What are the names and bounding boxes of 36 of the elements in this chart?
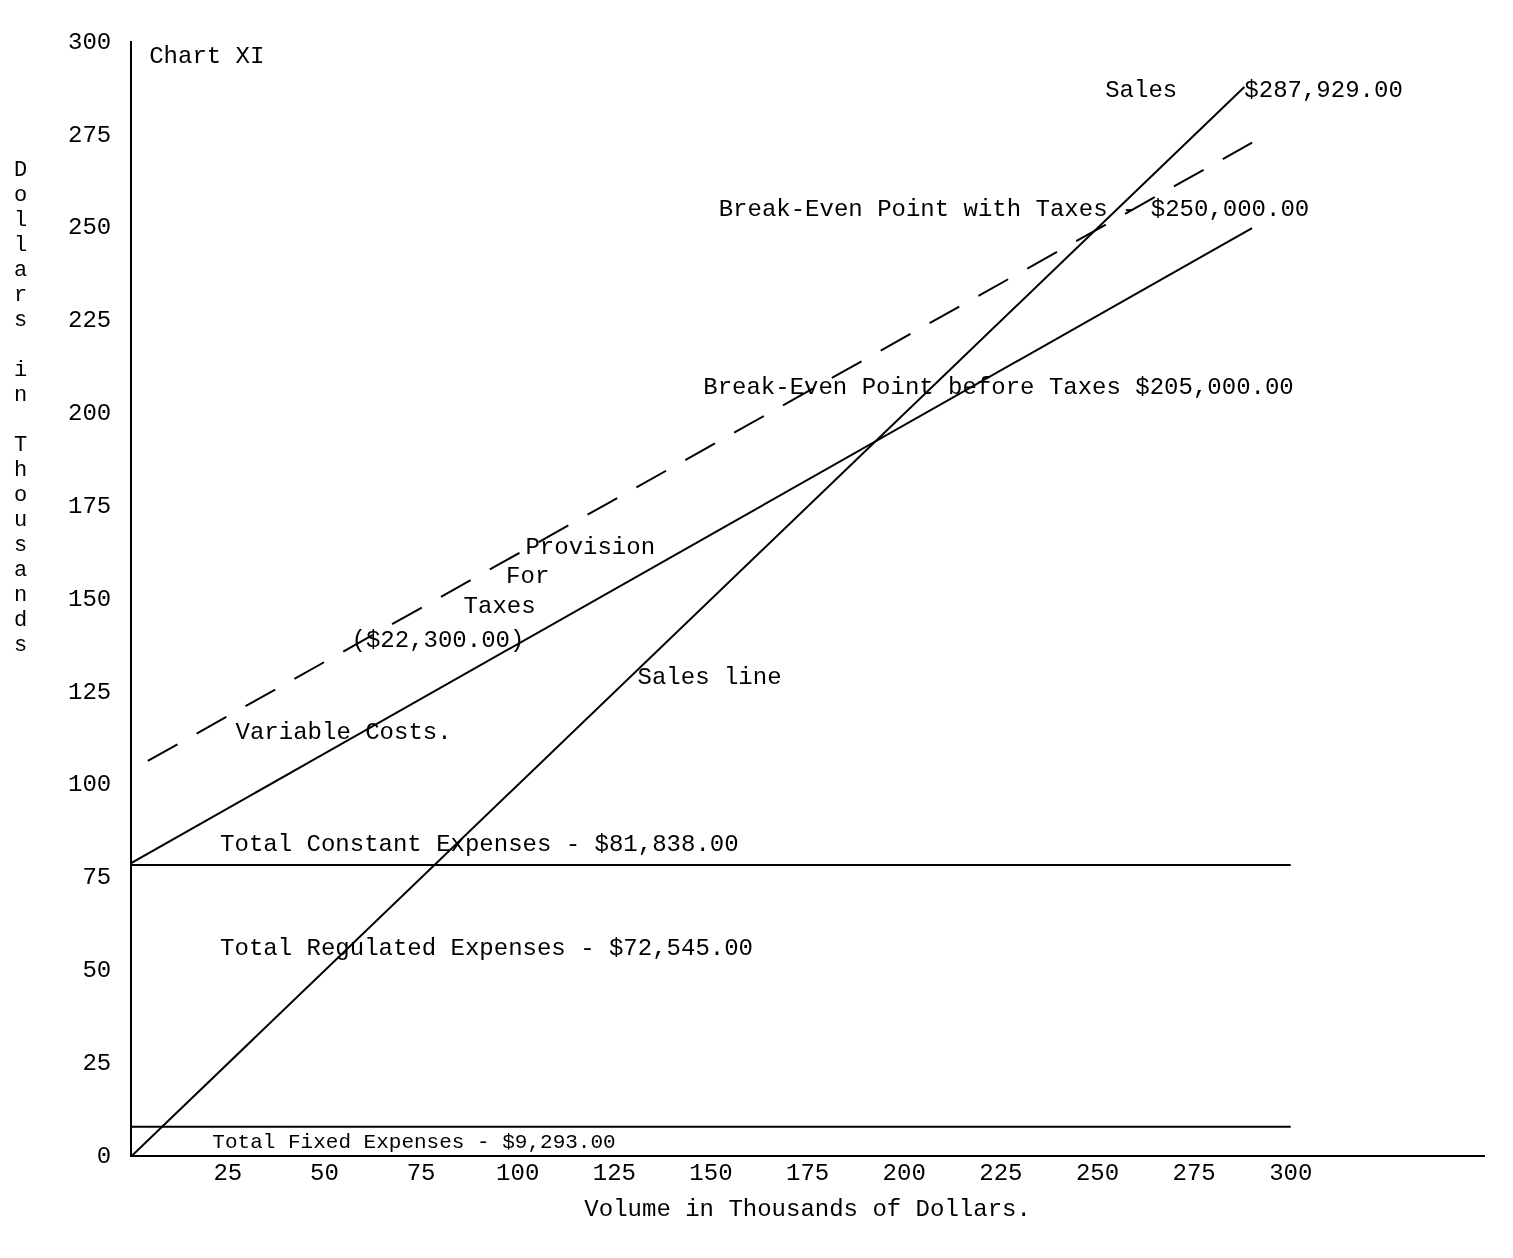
y-tick-label: 25 bbox=[82, 1049, 112, 1077]
y-tick-label: 300 bbox=[67, 28, 112, 56]
x-tick-label: 275 bbox=[1172, 1160, 1216, 1188]
y-tick-label: 50 bbox=[82, 957, 112, 985]
y-tick-label: 225 bbox=[67, 307, 112, 335]
x-tick-label: 125 bbox=[592, 1160, 636, 1188]
y-tick-label: 275 bbox=[67, 121, 112, 149]
y-axis-title: Dollars in Thousands bbox=[8, 158, 34, 658]
annotation: Sales line bbox=[637, 663, 782, 691]
x-tick-label: 225 bbox=[979, 1160, 1023, 1188]
y-tick-label: 200 bbox=[67, 400, 112, 428]
x-tick-label: 200 bbox=[882, 1160, 926, 1188]
y-tick-label: 250 bbox=[67, 214, 112, 242]
x-tick-label: 75 bbox=[406, 1160, 436, 1188]
annotation: Provision bbox=[525, 533, 656, 561]
x-tick-label: 300 bbox=[1269, 1160, 1313, 1188]
y-tick-label: 100 bbox=[67, 771, 112, 799]
x-tick-label: 150 bbox=[689, 1160, 733, 1188]
annotation: Sales bbox=[1105, 77, 1178, 105]
x-tick-label: 100 bbox=[496, 1160, 540, 1188]
y-tick-label: 0 bbox=[96, 1142, 112, 1170]
x-tick-label: 250 bbox=[1075, 1160, 1120, 1188]
chart-title: Chart XI bbox=[149, 42, 265, 70]
x-tick-label: 50 bbox=[310, 1160, 339, 1188]
annotation: Variable Costs. bbox=[235, 719, 452, 747]
y-tick-label: 75 bbox=[82, 864, 112, 892]
x-axis-title: Volume in Thousands of Dollars. bbox=[584, 1195, 1031, 1223]
annotation: Taxes bbox=[463, 593, 536, 621]
annotation: Total Fixed Expenses - $9,293.00 bbox=[212, 1130, 616, 1154]
annotation: For bbox=[506, 563, 550, 591]
y-tick-label: 150 bbox=[67, 585, 112, 613]
x-tick-label: 175 bbox=[785, 1160, 830, 1188]
annotation: $287,929.00 bbox=[1244, 77, 1403, 105]
y-tick-label: 175 bbox=[67, 492, 112, 520]
x-tick-label: 25 bbox=[213, 1160, 243, 1188]
y-tick-label: 125 bbox=[67, 678, 112, 706]
